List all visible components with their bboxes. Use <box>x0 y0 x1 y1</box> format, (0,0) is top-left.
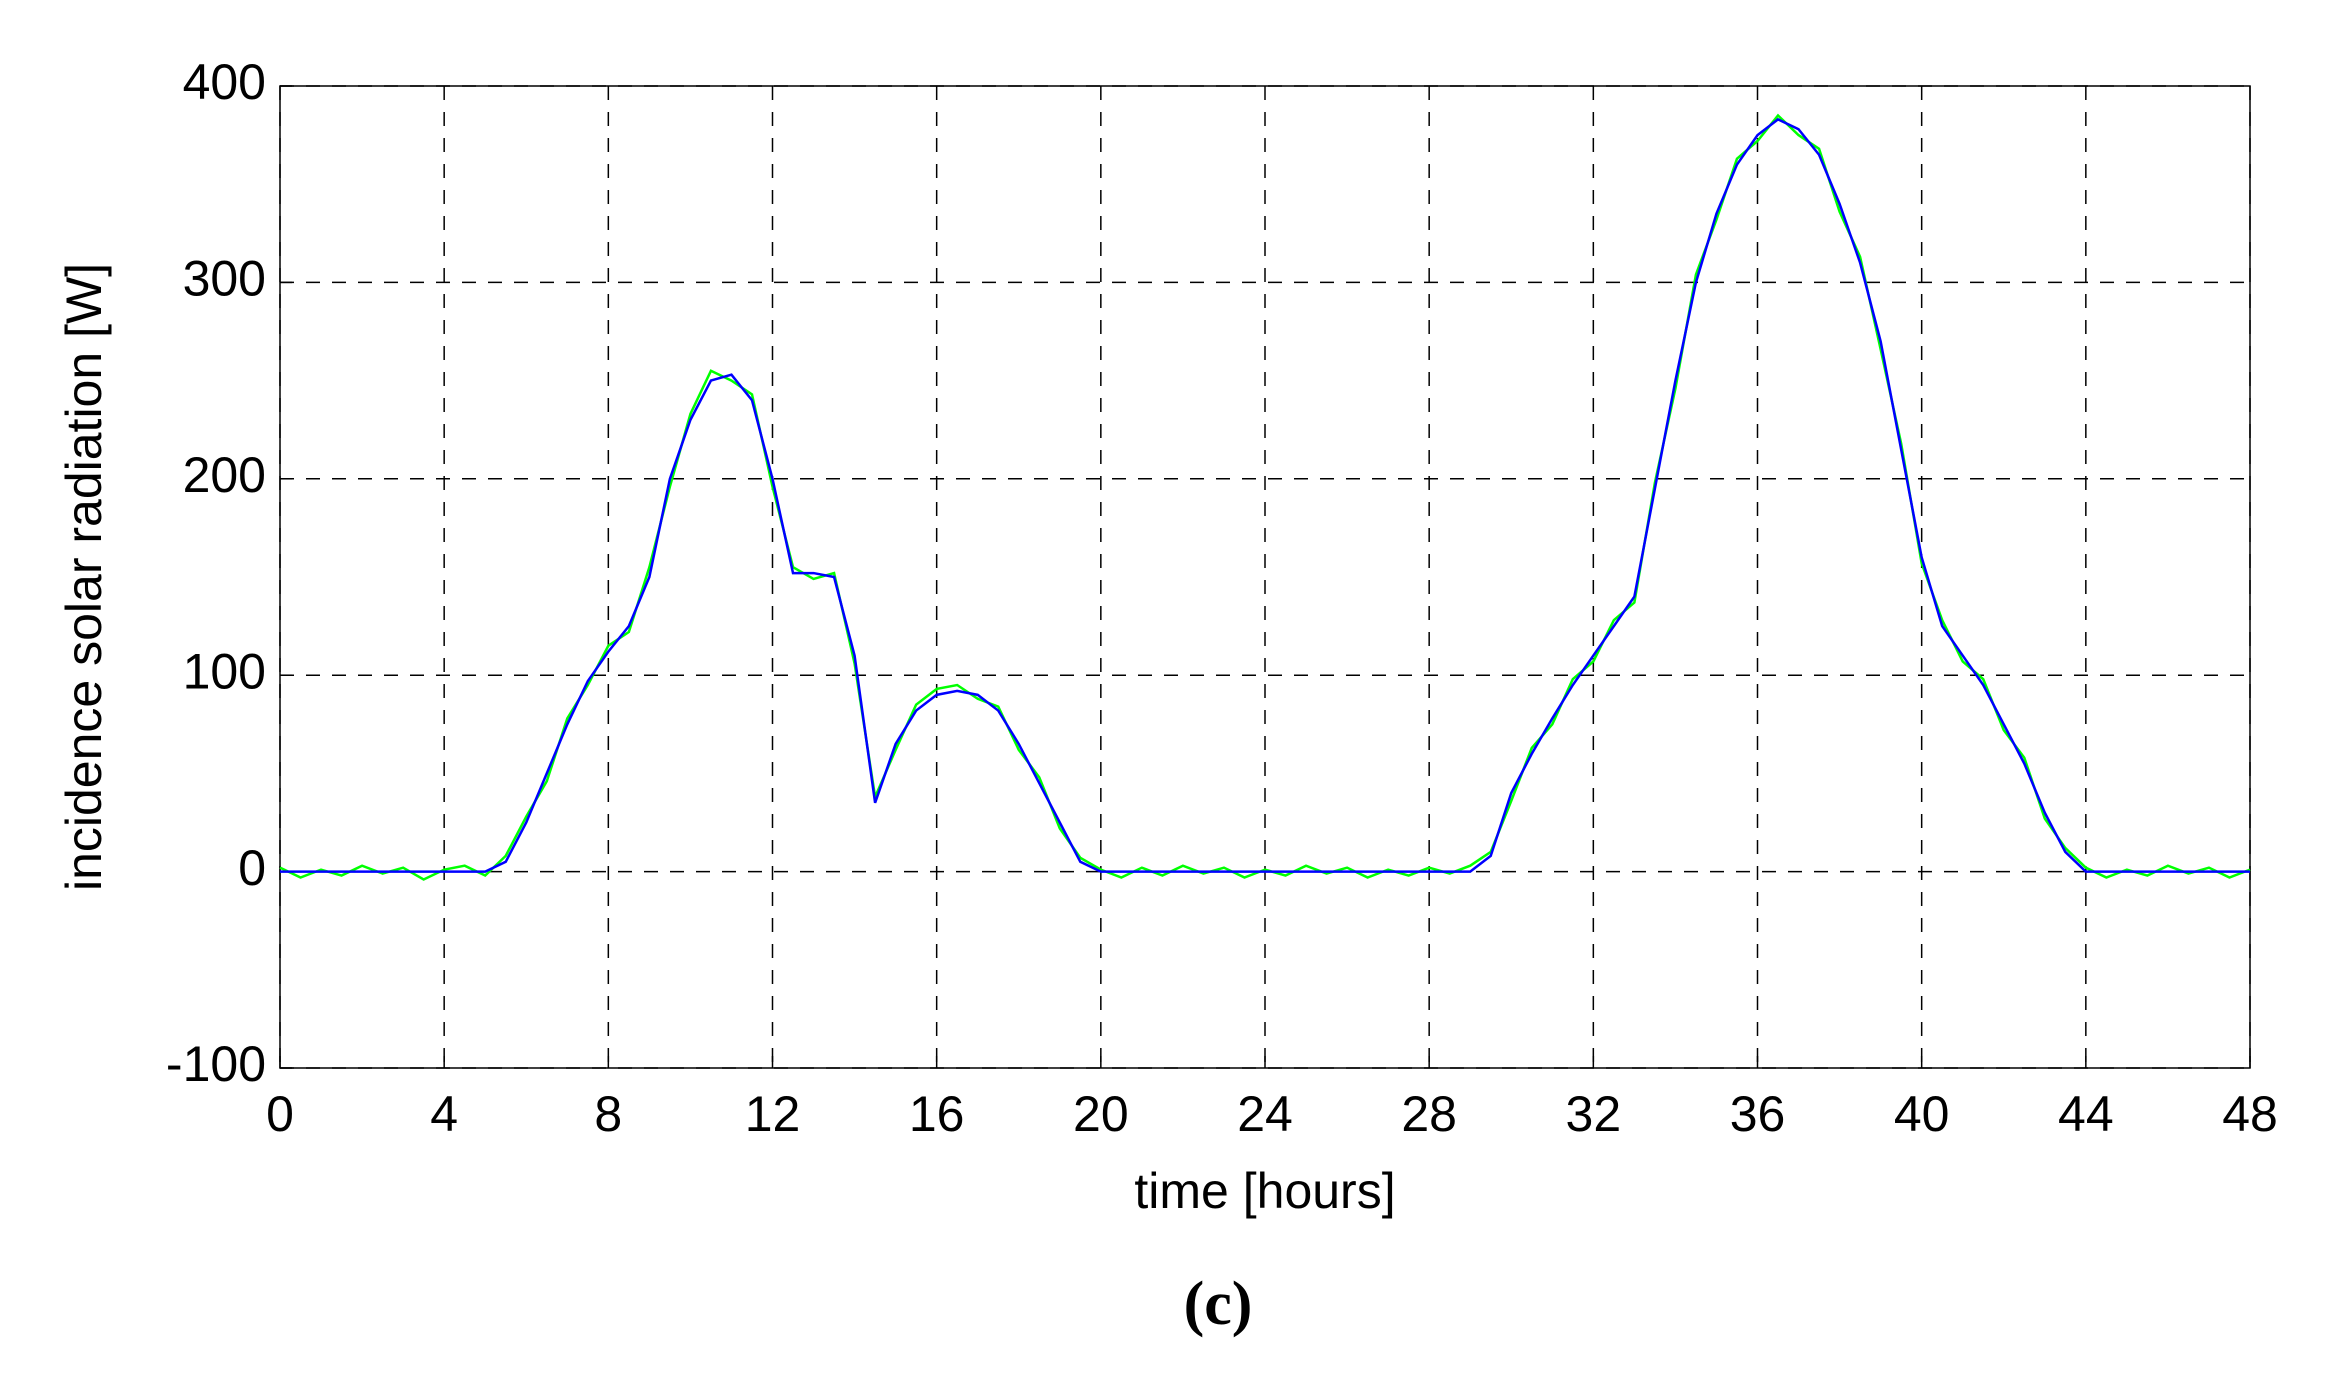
y-tick-label: -100 <box>166 1036 266 1092</box>
x-tick-label: 0 <box>266 1086 294 1142</box>
x-tick-label: 4 <box>430 1086 458 1142</box>
caption: (c) <box>1184 1270 1253 1338</box>
x-tick-label: 12 <box>745 1086 801 1142</box>
y-tick-label: 300 <box>183 251 266 307</box>
x-tick-label: 8 <box>594 1086 622 1142</box>
x-tick-label: 36 <box>1730 1086 1786 1142</box>
y-tick-label: 200 <box>183 447 266 503</box>
y-tick-label: 100 <box>183 643 266 699</box>
x-tick-label: 24 <box>1237 1086 1293 1142</box>
x-tick-label: 16 <box>909 1086 965 1142</box>
data-line <box>280 117 2250 873</box>
y-tick-label: 400 <box>183 54 266 110</box>
x-tick-label: 40 <box>1894 1086 1950 1142</box>
x-tick-label: 32 <box>1566 1086 1622 1142</box>
plot-frame <box>279 85 2251 1069</box>
y-axis-label: incidence solar radiation [W] <box>56 263 112 891</box>
y-tick-label: 0 <box>238 840 266 896</box>
x-tick-label: 44 <box>2058 1086 2114 1142</box>
x-tick-label: 48 <box>2222 1086 2278 1142</box>
x-tick-label: 28 <box>1401 1086 1457 1142</box>
data-line <box>279 113 2251 881</box>
x-axis-label: time [hours] <box>1134 1163 1395 1219</box>
x-tick-label: 20 <box>1073 1086 1129 1142</box>
